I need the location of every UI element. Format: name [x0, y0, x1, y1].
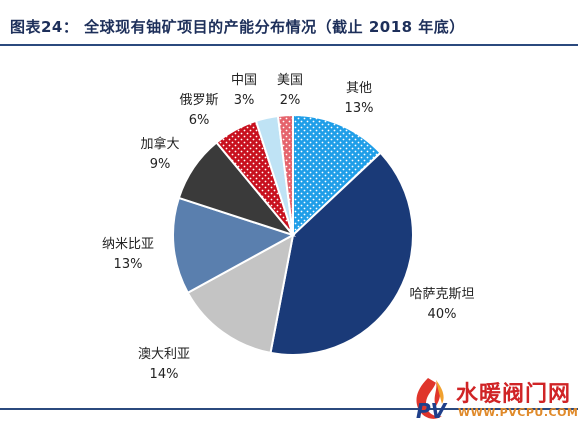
- slice-value-4: 13%: [114, 257, 143, 272]
- bottom-rule: [0, 408, 578, 410]
- slice-value-5: 9%: [150, 157, 171, 172]
- slice-label-5: 加拿大: [140, 136, 179, 152]
- pie-slice-3: [186, 233, 295, 355]
- watermark: PV 水暖阀门网 WWW.PVCPU.COM: [408, 372, 578, 428]
- slice-value-7: 3%: [234, 93, 255, 108]
- pie-slice-1: [292, 113, 382, 238]
- slice-label-1: 其他: [346, 81, 372, 96]
- watermark-url: WWW.PVCPU.COM: [458, 406, 578, 419]
- slice-value-6: 6%: [189, 113, 210, 128]
- chart-title: 图表24： 全球现有铀矿项目的产能分布情况（截止 2018 年底）: [10, 18, 465, 36]
- pie-slice-8: [276, 113, 294, 236]
- slice-label-6: 俄罗斯: [179, 93, 218, 108]
- slice-value-8: 2%: [280, 93, 301, 108]
- watermark-text: 水暖阀门网: [456, 382, 572, 407]
- slice-label-7: 中国: [231, 73, 257, 88]
- pie-slice-4: [172, 196, 296, 295]
- slice-value-2: 40%: [428, 307, 457, 322]
- slice-label-3: 澳大利亚: [138, 346, 190, 362]
- pie-slice-2: [269, 151, 414, 356]
- slice-label-2: 哈萨克斯坦: [409, 287, 474, 302]
- title-rule: [0, 44, 578, 46]
- svg-text:PV: PV: [416, 399, 448, 423]
- slice-label-8: 美国: [277, 73, 303, 88]
- watermark-logo-icon: PV: [416, 378, 448, 423]
- slice-value-3: 14%: [150, 367, 179, 382]
- slice-label-4: 纳米比亚: [102, 237, 154, 252]
- slice-value-1: 13%: [345, 101, 374, 116]
